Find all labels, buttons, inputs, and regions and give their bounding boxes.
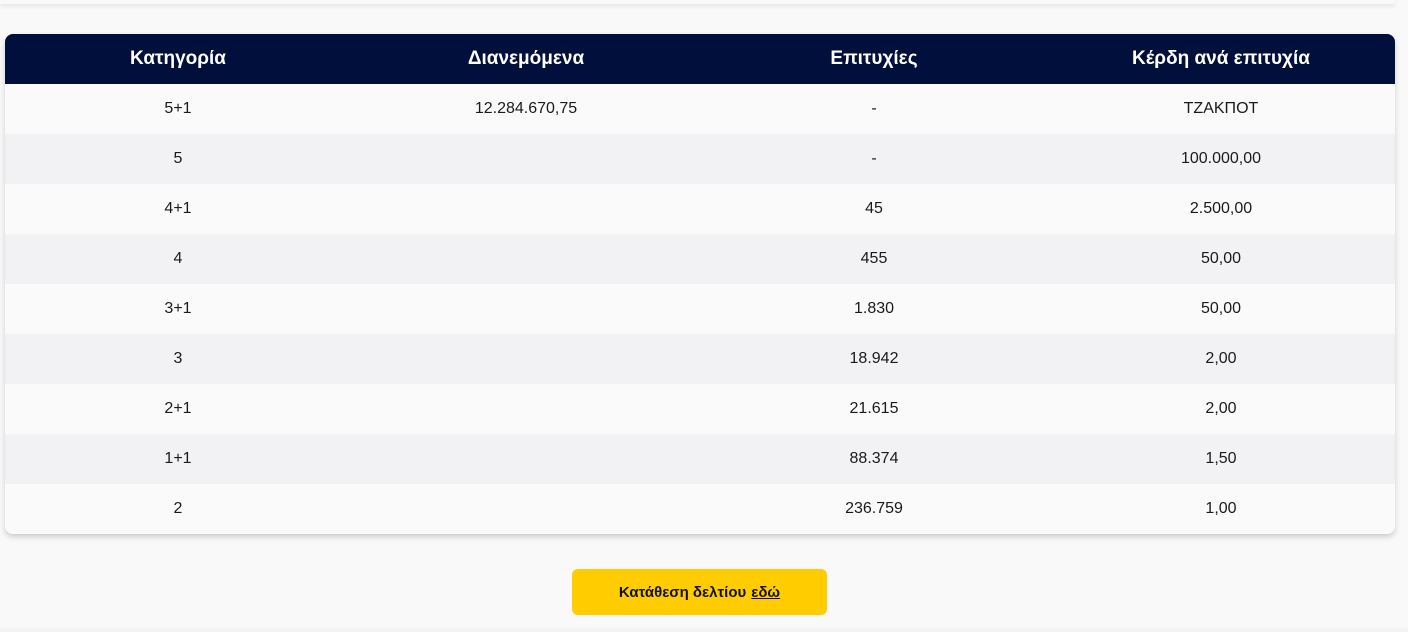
cell-prize: 50,00 [1200,300,1242,317]
cell-category: 5 [173,150,183,167]
cell-category: 5+1 [164,100,192,117]
cell-distributed [351,484,701,534]
submit-ticket-button[interactable]: Κατάθεση δελτίου εδώ [572,569,827,615]
cell-distributed [351,184,701,234]
cell-distributed: 12.284.670,75 [474,100,578,117]
table-row: 4 455 50,00 [5,234,1395,284]
cell-prize: 1,50 [1205,450,1237,467]
cell-prize: 2,00 [1205,350,1237,367]
results-table-card: Κατηγορία Διανεμόμενα Επιτυχίες Κέρδη αν… [5,34,1395,534]
bottom-section-edge [0,628,1408,632]
header-prize-per-winner: Κέρδη ανά επιτυχία [1132,48,1310,69]
cell-prize: 100.000,00 [1180,150,1262,167]
cell-winners: - [871,150,877,167]
cell-category: 2+1 [164,400,192,417]
header-distributed: Διανεμόμενα [467,48,585,69]
cell-category: 4 [173,250,183,267]
table-row: 3 18.942 2,00 [5,334,1395,384]
submit-ticket-text: Κατάθεση δελτίου [618,583,747,601]
cell-winners: 236.759 [845,500,903,517]
table-row: 5 - 100.000,00 [5,134,1395,184]
header-category: Κατηγορία [130,48,226,69]
table-header-row: Κατηγορία Διανεμόμενα Επιτυχίες Κέρδη αν… [5,34,1395,84]
cell-category: 2 [173,500,183,517]
cell-winners: 21.615 [849,400,899,417]
cell-category: 3+1 [164,300,192,317]
cell-winners: 455 [860,250,888,267]
cell-prize: 2,00 [1205,400,1237,417]
cell-category: 1+1 [164,450,192,467]
cell-prize: 2.500,00 [1189,200,1253,217]
submit-ticket-link[interactable]: εδώ [751,583,781,601]
cell-prize: 50,00 [1200,250,1242,267]
top-section-edge [0,0,1395,4]
cell-category: 4+1 [164,200,192,217]
cell-distributed [351,134,701,184]
cell-winners: - [871,100,877,117]
table-row: 5+1 12.284.670,75 - ΤΖΑΚΠΟΤ [5,84,1395,134]
prize-results-table: Κατηγορία Διανεμόμενα Επιτυχίες Κέρδη αν… [5,34,1395,534]
cell-prize: ΤΖΑΚΠΟΤ [1183,100,1259,117]
cell-winners: 88.374 [849,450,899,467]
table-row: 4+1 45 2.500,00 [5,184,1395,234]
cell-distributed [351,434,701,484]
cell-winners: 18.942 [849,350,899,367]
table-row: 2 236.759 1,00 [5,484,1395,534]
header-winners: Επιτυχίες [830,48,918,69]
cell-winners: 1.830 [853,300,895,317]
cell-winners: 45 [865,200,883,217]
cell-distributed [351,234,701,284]
cell-category: 3 [173,350,183,367]
table-row: 3+1 1.830 50,00 [5,284,1395,334]
table-row: 2+1 21.615 2,00 [5,384,1395,434]
cell-prize: 1,00 [1205,500,1237,517]
cell-distributed [351,284,701,334]
cell-distributed [351,384,701,434]
table-row: 1+1 88.374 1,50 [5,434,1395,484]
cell-distributed [351,334,701,384]
